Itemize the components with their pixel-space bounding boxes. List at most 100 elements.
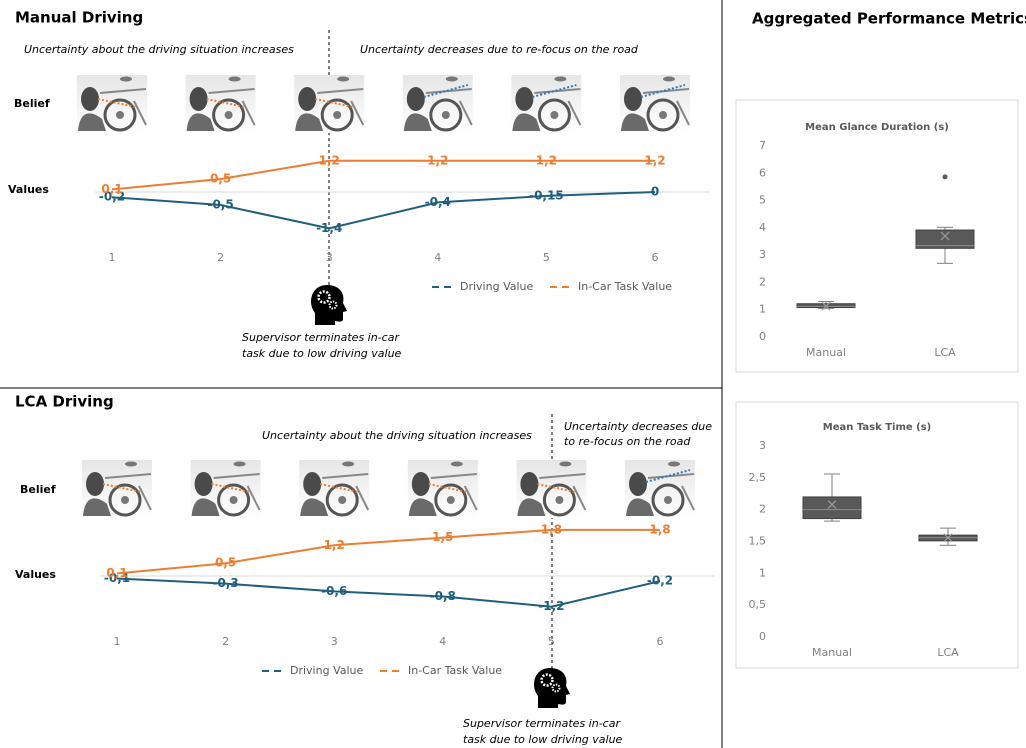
y-tick-label: 2,5 xyxy=(749,471,767,484)
y-tick-label: 7 xyxy=(759,139,766,152)
annotation: Uncertainty decreases due to re-focus on… xyxy=(360,43,639,56)
value-label: -0,5 xyxy=(207,198,233,212)
dashboard xyxy=(213,473,261,511)
supervisor-icon xyxy=(534,668,570,708)
value-label: -0,6 xyxy=(321,584,347,598)
chart-title: Mean Task Time (s) xyxy=(823,422,931,433)
gaze-line xyxy=(537,483,576,493)
outlier xyxy=(942,174,948,180)
value-label: -0,4 xyxy=(425,195,451,209)
driver-body xyxy=(626,498,654,516)
annotation-line: Uncertainty decreases due xyxy=(564,420,712,433)
y-tick-label: 2 xyxy=(759,503,766,516)
sensor xyxy=(554,76,567,82)
y-tick-label: 1 xyxy=(759,303,766,316)
value-label: -0,15 xyxy=(529,188,564,202)
box xyxy=(915,229,975,249)
annotation-line: Supervisor terminates in-car xyxy=(242,331,400,344)
driver-body xyxy=(512,113,541,131)
sensor xyxy=(337,76,350,82)
row-label: Values xyxy=(15,568,56,581)
steering-wheel xyxy=(320,98,354,132)
annotation: Uncertainty decreases due to re-focus on … xyxy=(564,420,712,448)
value-label: 0 xyxy=(651,185,659,199)
x-tick-label: 4 xyxy=(434,251,441,264)
driver-body xyxy=(78,113,106,131)
chart-title: Manual Driving xyxy=(15,9,143,27)
belief-image xyxy=(77,75,147,133)
y-tick-label: 4 xyxy=(759,221,766,234)
driver-head xyxy=(411,472,430,496)
value-label: 0,5 xyxy=(210,172,231,186)
wheel-hub xyxy=(338,496,347,504)
legend-label: In-Car Task Value xyxy=(578,280,672,293)
belief-image xyxy=(299,460,370,518)
steering-wheel xyxy=(651,483,685,517)
steering-wheel xyxy=(429,98,463,132)
sensor xyxy=(125,461,137,467)
dashboard xyxy=(99,88,147,126)
x-tick-label: 1 xyxy=(114,635,121,648)
sensor xyxy=(120,76,132,82)
annotation: Supervisor terminates in-car task due to … xyxy=(463,717,623,746)
value-label: 1,2 xyxy=(644,153,665,167)
driver-head xyxy=(189,87,208,111)
dashboard xyxy=(104,473,152,511)
belief-image xyxy=(625,460,695,518)
driver-head xyxy=(194,472,213,496)
belief-image xyxy=(185,75,256,133)
y-tick-label: 0,5 xyxy=(749,598,767,611)
sensor xyxy=(233,461,246,467)
mean-marker xyxy=(821,301,831,311)
value-label: 1,2 xyxy=(427,153,448,167)
legend-label: Driving Value xyxy=(460,280,534,293)
gear xyxy=(540,673,554,687)
y-tick-label: 0 xyxy=(759,630,766,643)
panel-title: Aggregated Performance Metrics xyxy=(752,10,1026,28)
sensor xyxy=(445,76,458,82)
annotation-line: to re-focus on the road xyxy=(564,435,691,448)
wheel-hub xyxy=(229,496,238,504)
steering-wheel xyxy=(646,98,680,132)
y-tick-label: 2 xyxy=(759,275,766,288)
value-label: 1,5 xyxy=(432,530,453,544)
steering-wheel xyxy=(434,483,468,517)
wheel-hub xyxy=(446,496,455,504)
gaze-line xyxy=(206,98,245,108)
driver-head xyxy=(81,87,99,111)
driver-body xyxy=(191,498,220,516)
gear xyxy=(328,300,338,310)
value-label: 0,1 xyxy=(101,182,122,196)
supervisor-icon xyxy=(311,285,347,325)
mean-marker xyxy=(943,533,953,543)
wheel-hub xyxy=(550,111,559,119)
belief-image xyxy=(294,75,365,133)
driver-body xyxy=(403,113,432,131)
belief-image xyxy=(516,460,587,518)
chart-title: LCA Driving xyxy=(15,393,114,411)
row-label: Belief xyxy=(14,97,50,110)
sensor xyxy=(228,76,241,82)
driver-head xyxy=(515,87,534,111)
x-tick-label: 3 xyxy=(326,251,333,264)
value-label: -1,2 xyxy=(538,599,564,613)
steering-wheel xyxy=(325,483,359,517)
dashboard xyxy=(539,473,587,511)
wheel-hub xyxy=(116,111,124,119)
steering-wheel xyxy=(542,483,576,517)
annotation-line: Uncertainty about the driving situation … xyxy=(262,429,532,442)
steering-wheel xyxy=(103,98,137,132)
legend-label: In-Car Task Value xyxy=(408,664,502,677)
value-label: 1,2 xyxy=(319,153,340,167)
x-tick-label: 1 xyxy=(109,251,116,264)
box xyxy=(802,496,862,520)
driver-head xyxy=(303,472,322,496)
value-label: 1,8 xyxy=(541,522,562,536)
steering-wheel xyxy=(217,483,251,517)
steering-wheel xyxy=(212,98,246,132)
driver-body xyxy=(517,498,546,516)
y-tick-label: 0 xyxy=(759,330,766,343)
mean-marker xyxy=(940,231,950,241)
value-label: 1,2 xyxy=(324,538,345,552)
series-line xyxy=(116,577,661,608)
